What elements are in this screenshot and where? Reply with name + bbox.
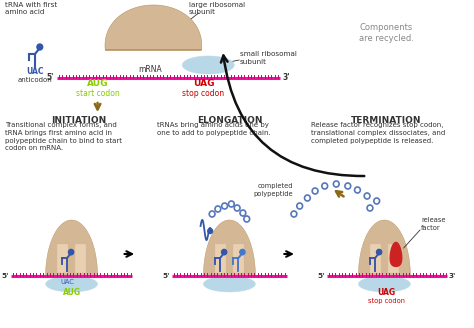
Text: AUG: AUG <box>63 288 81 297</box>
Polygon shape <box>46 220 98 276</box>
Bar <box>370 244 380 272</box>
Polygon shape <box>203 220 255 276</box>
Circle shape <box>240 249 245 255</box>
Bar <box>388 244 398 272</box>
Polygon shape <box>390 242 402 266</box>
Text: Components
are recycled.: Components are recycled. <box>359 23 414 43</box>
Text: UAC: UAC <box>26 67 44 76</box>
Text: ELONGATION: ELONGATION <box>197 116 262 125</box>
Text: stop codon: stop codon <box>182 89 225 98</box>
FancyArrowPatch shape <box>221 55 365 176</box>
Text: INITIATION: INITIATION <box>51 116 106 125</box>
Circle shape <box>208 229 212 234</box>
Text: anticodon: anticodon <box>18 77 52 83</box>
Ellipse shape <box>46 276 98 292</box>
Text: release
factor: release factor <box>421 217 446 231</box>
Polygon shape <box>358 220 410 276</box>
Text: UAC: UAC <box>61 279 74 285</box>
Bar <box>75 244 85 272</box>
Text: AUG: AUG <box>87 79 108 88</box>
Ellipse shape <box>182 56 234 74</box>
Circle shape <box>37 44 43 50</box>
Text: completed
polypeptide: completed polypeptide <box>253 183 293 197</box>
Bar <box>215 244 225 272</box>
Text: 5': 5' <box>162 273 170 279</box>
Text: UAG: UAG <box>193 79 214 88</box>
Bar <box>57 244 67 272</box>
Text: 5': 5' <box>47 73 54 83</box>
Text: small ribosomal
subunit: small ribosomal subunit <box>240 51 297 65</box>
Text: large ribosomal
subunit: large ribosomal subunit <box>189 2 245 15</box>
Text: TERMINATION: TERMINATION <box>351 116 421 125</box>
Circle shape <box>376 249 382 255</box>
Polygon shape <box>105 5 202 50</box>
Circle shape <box>68 249 73 255</box>
Text: 3': 3' <box>283 73 290 83</box>
Text: tRNAs bring amino acids one by
one to add to polypeptide chain.: tRNAs bring amino acids one by one to ad… <box>157 122 271 136</box>
Text: start codon: start codon <box>76 89 119 98</box>
Text: stop codon: stop codon <box>368 298 405 304</box>
Bar <box>233 244 243 272</box>
Circle shape <box>221 249 227 255</box>
Text: UAG: UAG <box>377 288 395 297</box>
Text: 5': 5' <box>1 273 9 279</box>
Ellipse shape <box>203 276 255 292</box>
Ellipse shape <box>358 276 410 292</box>
Text: 5': 5' <box>317 273 325 279</box>
Text: 3': 3' <box>449 273 456 279</box>
Text: tRNA with first
amino acid: tRNA with first amino acid <box>5 2 57 15</box>
Text: Transitional complex forms, and
tRNA brings first amino acid in
polypeptide chai: Transitional complex forms, and tRNA bri… <box>5 122 122 151</box>
Text: mRNA: mRNA <box>138 65 163 74</box>
Text: Release factor recognizes stop codon,
translational complex dissociates, and
com: Release factor recognizes stop codon, tr… <box>311 122 446 144</box>
